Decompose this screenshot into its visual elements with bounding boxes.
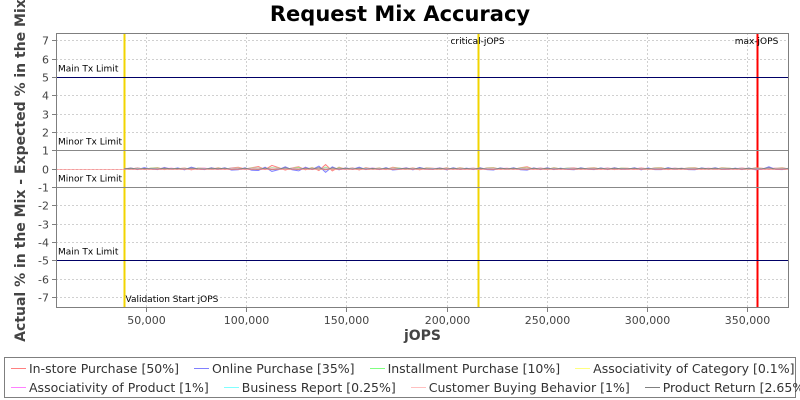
x-tick-label: 150,000 — [324, 314, 370, 327]
y-tick-label: 5 — [42, 72, 49, 85]
y-tick-label: -4 — [38, 237, 49, 250]
y-tick-label: 4 — [42, 90, 49, 103]
x-axis-label: jOPS — [403, 328, 441, 344]
series-lines — [56, 163, 790, 173]
annotations: Validation Start jOPS critical-jOPS max-jO… — [58, 37, 779, 305]
legend-item: Online Purchase [35%] — [188, 361, 355, 376]
marker-lines — [123, 33, 759, 308]
y-tick-label: -2 — [38, 200, 49, 213]
legend-label: Product Return [2.65%] — [662, 380, 800, 395]
legend-row: In-store Purchase [50%] Online Purchase [… — [5, 361, 800, 376]
limit-label: Main Tx Limit — [58, 248, 119, 258]
y-tick-label: 2 — [42, 127, 49, 140]
y-tick-label: -6 — [38, 274, 49, 287]
legend-label: Online Purchase [35%] — [211, 361, 355, 376]
legend-label: Installment Purchase [10%] — [387, 361, 561, 376]
x-tick-label: 300,000 — [625, 314, 671, 327]
y-tick-label: -5 — [38, 255, 49, 268]
legend-item: Business Report [0.25%] — [218, 380, 396, 395]
marker-label: Validation Start jOPS — [126, 295, 219, 305]
legend-swatch — [575, 368, 591, 369]
legend-item: Customer Buying Behavior [1%] — [405, 380, 630, 395]
marker-label: critical-jOPS — [450, 37, 504, 47]
y-tick-label: -3 — [38, 219, 49, 232]
legend-swatch — [11, 387, 26, 388]
legend-item: In-store Purchase [50%] — [5, 361, 179, 376]
legend-swatch — [410, 387, 426, 388]
legend-item: Installment Purchase [10%] — [364, 361, 561, 376]
limit-label: Minor Tx Limit — [58, 175, 123, 185]
legend-swatch — [369, 368, 385, 369]
legend-label: In-store Purchase [50%] — [29, 361, 179, 376]
limit-lines — [56, 77, 789, 261]
chart-title: Request Mix Accuracy — [269, 2, 531, 26]
y-tick-label: -7 — [38, 292, 49, 305]
legend-label: Associativity of Product [1%] — [29, 380, 209, 395]
y-axis-ticks: -7 -6 -5 -4 -3 -2 -1 0 1 2 3 4 5 6 7 — [38, 35, 56, 305]
legend-item: Associativity of Category [0.1%] — [569, 361, 795, 376]
legend: In-store Purchase [50%] Online Purchase [… — [4, 357, 800, 398]
plot-border — [56, 33, 789, 308]
legend-row: Associativity of Product [1%] Business Re… — [5, 380, 800, 395]
legend-label: Business Report [0.25%] — [241, 380, 396, 395]
x-tick-label: 100,000 — [224, 314, 270, 327]
legend-item: Product Return [2.65%] — [639, 380, 800, 395]
x-tick-label: 200,000 — [425, 314, 471, 327]
limit-label: Minor Tx Limit — [58, 138, 123, 148]
y-tick-label: 0 — [42, 164, 49, 177]
legend-swatch — [644, 387, 660, 388]
limit-label: Main Tx Limit — [58, 65, 119, 75]
y-tick-label: 1 — [42, 145, 49, 158]
y-axis-label: Actual % in the Mix - Expected % in the … — [13, 0, 29, 342]
plot-area — [56, 33, 789, 308]
gridlines — [56, 33, 789, 308]
y-tick-label: 3 — [42, 109, 49, 122]
x-tick-label: 250,000 — [525, 314, 571, 327]
legend-label: Associativity of Category [0.1%] — [593, 361, 795, 376]
x-axis-ticks: 50,000 100,000 150,000 200,000 250,000 300,00… — [127, 308, 770, 327]
y-tick-label: 7 — [42, 35, 49, 48]
marker-label: max-jOPS — [735, 37, 779, 47]
x-tick-label: 50,000 — [127, 314, 166, 327]
legend-swatch — [11, 368, 26, 369]
legend-label: Customer Buying Behavior [1%] — [428, 380, 630, 395]
y-tick-label: -1 — [38, 182, 49, 195]
chart-svg: Validation Start jOPS critical-jOPS max-jO… — [13, 0, 790, 344]
x-tick-label: 350,000 — [725, 314, 771, 327]
legend-swatch — [193, 368, 209, 369]
legend-item: Associativity of Product [1%] — [5, 380, 209, 395]
legend-swatch — [223, 387, 239, 388]
y-tick-label: 6 — [42, 54, 49, 67]
